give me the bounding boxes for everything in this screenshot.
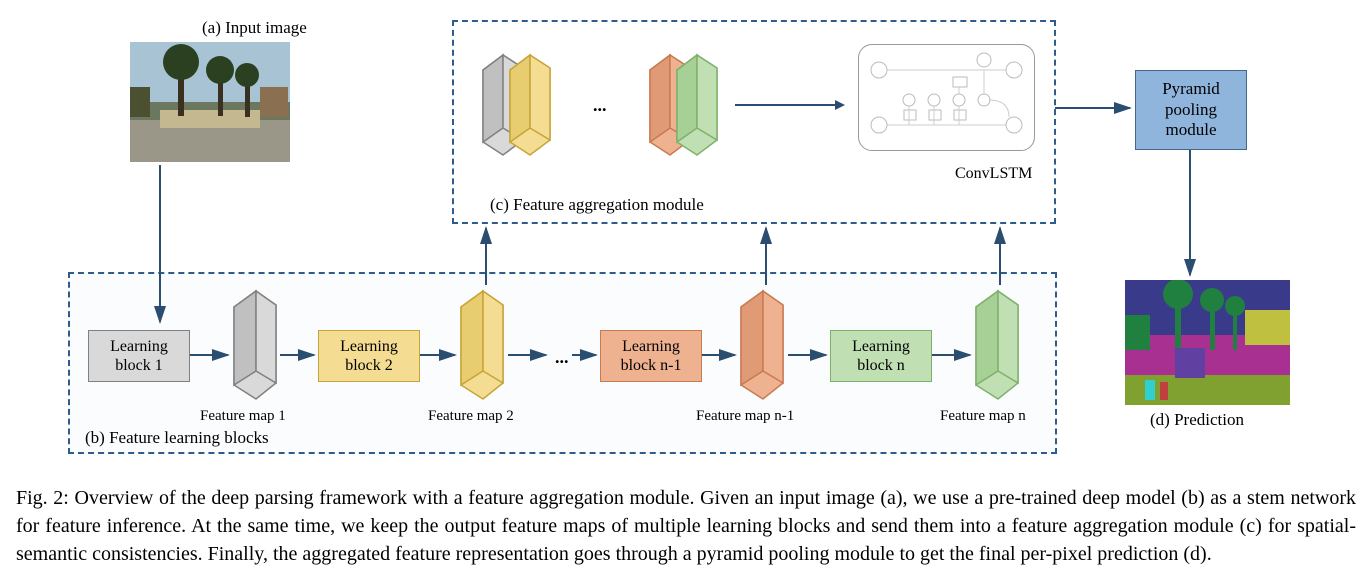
arrows-overlay — [10, 10, 1360, 470]
architecture-diagram: (a) Input image — [10, 10, 1360, 470]
figure-caption: Fig. 2: Overview of the deep parsing fra… — [10, 470, 1362, 568]
